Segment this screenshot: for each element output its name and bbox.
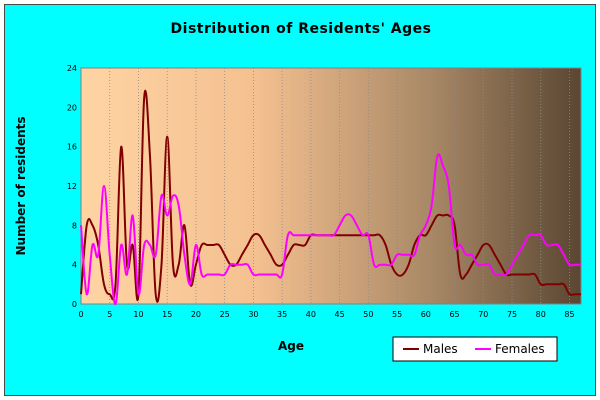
y-tick-label-5: 20 xyxy=(67,103,77,112)
x-tick-label-10: 50 xyxy=(363,310,373,319)
x-tick-label-2: 10 xyxy=(133,310,143,319)
legend: Males Females xyxy=(392,336,558,362)
y-axis-ticks: 0 4 8 12 16 20 24 xyxy=(67,64,77,309)
y-tick-label-2: 8 xyxy=(72,221,77,230)
x-tick-label-15: 75 xyxy=(507,310,517,319)
x-tick-label-7: 35 xyxy=(277,310,287,319)
y-tick-label-1: 4 xyxy=(72,261,77,270)
x-axis-label: Age xyxy=(278,339,304,353)
legend-label-males: Males xyxy=(423,342,458,356)
x-tick-label-8: 40 xyxy=(306,310,316,319)
x-tick-label-6: 30 xyxy=(248,310,258,319)
x-tick-label-1: 5 xyxy=(107,310,112,319)
series-lines xyxy=(80,89,581,306)
x-tick-label-13: 65 xyxy=(449,310,459,319)
y-tick-label-0: 0 xyxy=(72,300,77,309)
x-tick-label-5: 25 xyxy=(220,310,230,319)
y-axis-label: Number of residents xyxy=(14,116,28,255)
chart-svg: Distribution of Residents' Ages 0 5 10 15 20… xyxy=(14,21,582,362)
y-tick-label-6: 24 xyxy=(67,64,77,73)
x-tick-label-0: 0 xyxy=(78,310,83,319)
x-tick-label-17: 85 xyxy=(564,310,574,319)
chart-frame: Distribution of Residents' Ages 0 5 10 15 20… xyxy=(4,4,596,396)
plot-area xyxy=(80,67,582,305)
y-tick-label-4: 16 xyxy=(67,143,77,152)
chart-title: Distribution of Residents' Ages xyxy=(171,21,432,37)
x-tick-label-4: 20 xyxy=(191,310,201,319)
x-tick-label-14: 70 xyxy=(478,310,488,319)
x-axis-ticks: 0 5 10 15 20 25 30 35 40 45 50 55 60 65 70 75 80 85 xyxy=(78,310,574,319)
x-tick-label-12: 60 xyxy=(421,310,431,319)
grid-lines xyxy=(109,68,570,304)
x-tick-label-3: 15 xyxy=(162,310,172,319)
series-line-females xyxy=(80,153,581,306)
x-tick-label-9: 45 xyxy=(335,310,345,319)
legend-label-females: Females xyxy=(495,342,545,356)
x-tick-label-11: 55 xyxy=(392,310,402,319)
x-tick-label-16: 80 xyxy=(536,310,546,319)
y-tick-label-3: 12 xyxy=(67,182,77,191)
